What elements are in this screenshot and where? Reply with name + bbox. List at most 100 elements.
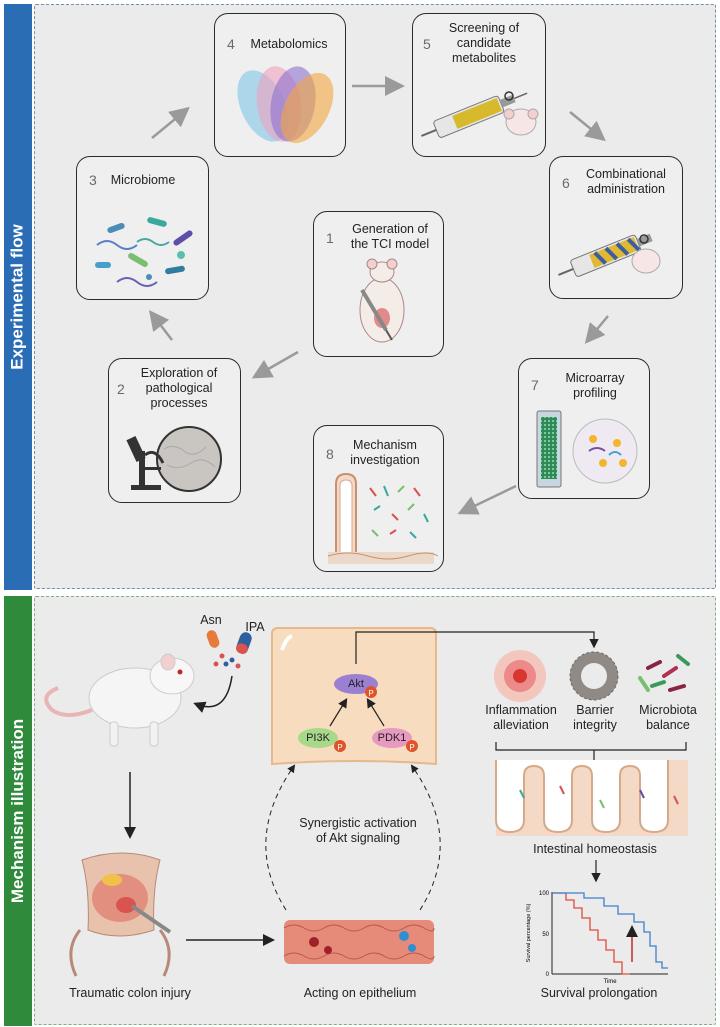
abdomen-injury-illustration — [69, 852, 172, 977]
experimental-flow-bar: Experimental flow — [4, 4, 32, 590]
arrow-6-to-7 — [584, 315, 609, 344]
combination-syringe-icon — [558, 233, 661, 277]
survival-prolongation-label: Survival prolongation — [540, 986, 658, 1000]
microarray-chip-icon — [536, 410, 638, 488]
y-axis-label: Survival percentage (%) — [526, 903, 532, 962]
dashed-arc-left — [265, 764, 296, 911]
arrow-2-to-3 — [148, 310, 173, 341]
mechanism-illustration-bar: Mechanism illustration — [4, 596, 32, 1026]
pdk1-node — [372, 728, 412, 748]
traumatic-colon-injury-label: Traumatic colon injury — [69, 986, 191, 1000]
inflammation-icon — [494, 650, 546, 702]
step-title-line3: metabolites — [452, 51, 516, 65]
bacteria-icon — [95, 217, 193, 287]
ipa-capsule-icon — [236, 632, 252, 654]
pdk1-phospho-label: P — [409, 743, 415, 752]
synergy-label-line2: of Akt signaling — [315, 831, 401, 845]
step-7-microarray-box: 7 Microarray profiling — [518, 358, 650, 499]
barrier-label-line1: Barrier — [576, 703, 614, 717]
step-title-line1: Mechanism — [353, 438, 417, 452]
y-tick-0: 0 — [546, 972, 550, 978]
step-title: Metabolomics — [250, 37, 328, 51]
step-3-microbiome-box: 3 Microbiome — [76, 156, 209, 300]
microbiota-label-line2: balance — [646, 718, 690, 732]
step-title-line2: the TCI model — [350, 237, 430, 251]
ipa-label: IPA — [245, 620, 265, 634]
asn-label: Asn — [200, 613, 222, 627]
intestinal-homeostasis-label: Intestinal homeostasis — [533, 842, 657, 856]
pdk1-to-akt-arrow — [366, 697, 385, 727]
administration-arrow — [193, 675, 233, 713]
step-number: 7 — [531, 377, 539, 393]
acting-on-epithelium-label: Acting on epithelium — [303, 986, 417, 1000]
step-number: 8 — [326, 446, 334, 462]
akt-label: Akt — [348, 678, 364, 690]
dashed-arc-right — [410, 764, 441, 911]
intestine-crypt-icon — [327, 472, 439, 564]
microscope-icon — [126, 426, 222, 492]
step-title-line1: Microarray — [565, 371, 625, 385]
step-title: Microbiome — [110, 173, 176, 187]
step-title-line1: Exploration of — [140, 366, 218, 380]
treated-survival-curve — [552, 892, 668, 969]
barrier-label-line2: integrity — [573, 718, 617, 732]
step-8-mechanism-box: 8 Mechanism investigation — [313, 425, 444, 572]
syringe-mouse-icon — [421, 91, 539, 138]
akt-phospho-node — [365, 686, 377, 698]
inflammation-label-line1: Inflammation — [485, 703, 557, 717]
mouse-illustration — [44, 653, 195, 747]
barrier-ring-icon — [569, 651, 619, 701]
step-number: 5 — [423, 36, 431, 52]
cell-to-effects-connector — [355, 631, 599, 664]
step-title-line2: investigation — [350, 453, 420, 467]
arrow-7-to-8 — [457, 484, 517, 515]
step-2-exploration-box: 2 Exploration of pathological processes — [108, 358, 241, 503]
arrow-5-to-6 — [569, 111, 606, 142]
asn-capsule-icon — [206, 630, 220, 648]
step-5-screening-box: 5 Screening of candidate metabolites — [412, 13, 546, 157]
arrow-1-to-2 — [251, 350, 299, 379]
step-title-line2: candidate — [456, 36, 512, 50]
step-number: 4 — [227, 36, 235, 52]
y-tick-50: 50 — [542, 932, 549, 938]
pi3k-to-akt-arrow — [329, 697, 348, 727]
step-title-line2: administration — [587, 182, 665, 196]
step-title-line1: Generation of — [352, 222, 428, 236]
pdk1-label: PDK1 — [377, 732, 407, 744]
x-axis-label: Time — [603, 979, 617, 985]
pdk1-phospho-node — [406, 740, 418, 752]
synergy-label-line1: Synergistic activation — [299, 816, 417, 830]
step-number: 1 — [326, 230, 334, 246]
step-number: 6 — [562, 175, 570, 191]
microbiota-label-line1: Microbiota — [639, 703, 697, 717]
control-survival-curve — [552, 892, 630, 975]
step-title-line2: profiling — [573, 386, 617, 400]
microbiota-icon — [638, 654, 690, 692]
step-title-line2: pathological — [145, 381, 213, 395]
mouse-surgery-icon — [359, 258, 405, 343]
arrow-3-to-4 — [151, 106, 190, 139]
effects-bracket — [495, 742, 687, 751]
step-number: 2 — [117, 381, 125, 397]
metabolite-dots — [213, 653, 241, 669]
step-title-line3: processes — [150, 396, 208, 410]
step-1-tci-model-box: 1 Generation of the TCI model — [313, 211, 444, 357]
pi3k-node — [298, 728, 338, 748]
step-4-metabolomics-box: 4 Metabolomics — [214, 13, 346, 157]
akt-phospho-label: P — [368, 689, 374, 698]
y-tick-100: 100 — [539, 891, 550, 897]
venn-diagram-icon — [237, 66, 334, 144]
step-number: 3 — [89, 172, 97, 188]
flow-arrows — [148, 76, 609, 515]
pi3k-label: PI3K — [306, 732, 330, 744]
step-title-line1: Combinational — [586, 167, 666, 181]
survival-chart: 100 50 0 Survival percentage (%) Time — [526, 891, 668, 985]
epithelium-illustration — [283, 920, 435, 964]
step-title-line1: Screening of — [448, 21, 520, 35]
intestinal-villi-illustration — [495, 760, 688, 836]
pi3k-phospho-node — [334, 740, 346, 752]
inflammation-label-line2: alleviation — [493, 718, 549, 732]
step-6-administration-box: 6 Combinational administration — [549, 156, 683, 299]
pi3k-phospho-label: P — [337, 743, 343, 752]
